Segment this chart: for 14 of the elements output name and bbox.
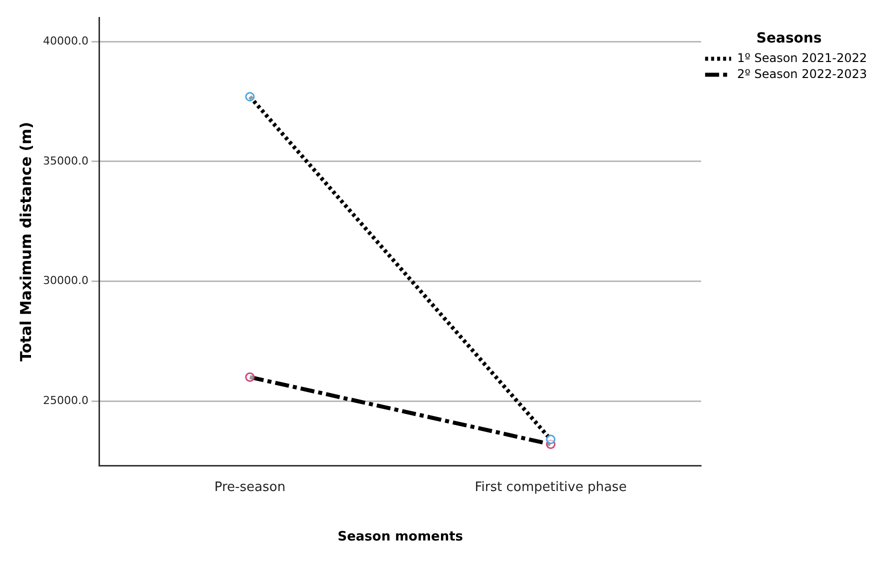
y-tick-label: 35000.0	[42, 154, 88, 168]
x-tick-label: Pre-season	[214, 480, 286, 495]
point	[546, 434, 556, 444]
y-tick-label: 40000.0	[42, 34, 88, 48]
y-tick-label: 30000.0	[42, 274, 88, 288]
x-tick-label: First competitive phase	[474, 480, 627, 495]
legend-label: 2º Season 2022-2023	[737, 66, 868, 81]
y-tick-label: 25000.0	[42, 394, 88, 407]
legend-label: 1º Season 2021-2022	[737, 50, 868, 65]
point	[245, 92, 255, 102]
x-axis-title: Season moments	[338, 530, 464, 545]
legend-title: Seasons	[756, 30, 822, 47]
y-axis-title: Total Maximum distance (m)	[16, 122, 35, 362]
point	[245, 372, 255, 382]
